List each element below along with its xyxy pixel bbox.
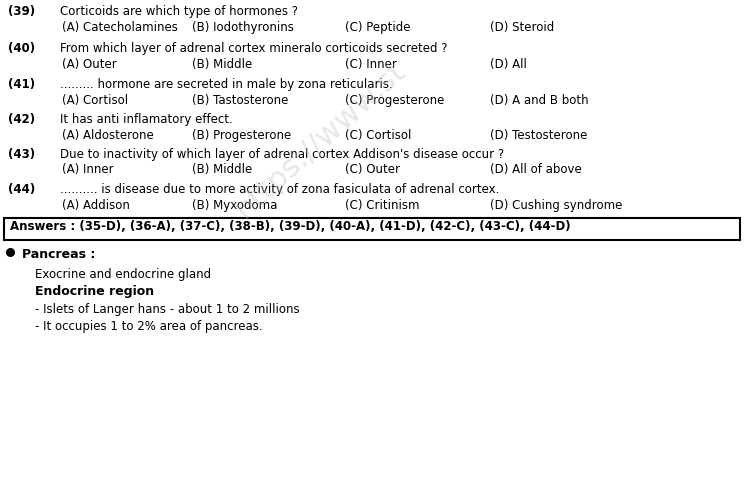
Text: (D) All of above: (D) All of above: [490, 163, 582, 176]
Text: Pancreas :: Pancreas :: [22, 248, 95, 261]
Text: Answers : (35-D), (36-A), (37-C), (38-B), (39-D), (40-A), (41-D), (42-C), (43-C): Answers : (35-D), (36-A), (37-C), (38-B)…: [10, 220, 571, 233]
Text: (40): (40): [8, 42, 35, 55]
Text: (43): (43): [8, 148, 35, 161]
Text: - Islets of Langer hans - about 1 to 2 millions: - Islets of Langer hans - about 1 to 2 m…: [35, 303, 300, 316]
Text: Due to inactivity of which layer of adrenal cortex Addison's disease occur ?: Due to inactivity of which layer of adre…: [60, 148, 504, 161]
Text: (A) Catecholamines: (A) Catecholamines: [62, 21, 178, 34]
Text: (C) Critinism: (C) Critinism: [345, 199, 420, 212]
Text: (A) Inner: (A) Inner: [62, 163, 114, 176]
Text: (A) Cortisol: (A) Cortisol: [62, 94, 128, 107]
Text: (C) Outer: (C) Outer: [345, 163, 400, 176]
Text: From which layer of adrenal cortex mineralo corticoids secreted ?: From which layer of adrenal cortex miner…: [60, 42, 447, 55]
Text: (D) Testosterone: (D) Testosterone: [490, 129, 587, 142]
Text: (D) Cushing syndrome: (D) Cushing syndrome: [490, 199, 623, 212]
Text: (D) All: (D) All: [490, 58, 527, 71]
Text: (39): (39): [8, 5, 35, 18]
Text: (C) Peptide: (C) Peptide: [345, 21, 411, 34]
Text: (A) Addison: (A) Addison: [62, 199, 130, 212]
Text: (C) Cortisol: (C) Cortisol: [345, 129, 411, 142]
Text: (B) Middle: (B) Middle: [192, 163, 252, 176]
Text: (D) Steroid: (D) Steroid: [490, 21, 554, 34]
Text: (42): (42): [8, 113, 35, 126]
Text: (C) Inner: (C) Inner: [345, 58, 397, 71]
Text: (B) Iodothyronins: (B) Iodothyronins: [192, 21, 294, 34]
Text: (B) Progesterone: (B) Progesterone: [192, 129, 291, 142]
Text: Exocrine and endocrine gland: Exocrine and endocrine gland: [35, 268, 211, 281]
Text: (B) Middle: (B) Middle: [192, 58, 252, 71]
Text: - It occupies 1 to 2% area of pancreas.: - It occupies 1 to 2% area of pancreas.: [35, 320, 263, 333]
Text: .......... is disease due to more activity of zona fasiculata of adrenal cortex.: .......... is disease due to more activi…: [60, 183, 499, 196]
Text: (A) Aldosterone: (A) Aldosterone: [62, 129, 154, 142]
Text: (B) Tastosterone: (B) Tastosterone: [192, 94, 289, 107]
FancyBboxPatch shape: [4, 218, 740, 240]
Text: It has anti inflamatory effect.: It has anti inflamatory effect.: [60, 113, 233, 126]
Text: (B) Myxodoma: (B) Myxodoma: [192, 199, 278, 212]
Text: (44): (44): [8, 183, 35, 196]
Text: Corticoids are which type of hormones ?: Corticoids are which type of hormones ?: [60, 5, 298, 18]
Text: Endocrine region: Endocrine region: [35, 285, 154, 298]
Text: https://www.st: https://www.st: [229, 56, 411, 224]
Text: (A) Outer: (A) Outer: [62, 58, 117, 71]
Text: ......... hormone are secreted in male by zona reticularis.: ......... hormone are secreted in male b…: [60, 78, 393, 91]
Text: (C) Progesterone: (C) Progesterone: [345, 94, 444, 107]
Text: (41): (41): [8, 78, 35, 91]
Text: (D) A and B both: (D) A and B both: [490, 94, 589, 107]
